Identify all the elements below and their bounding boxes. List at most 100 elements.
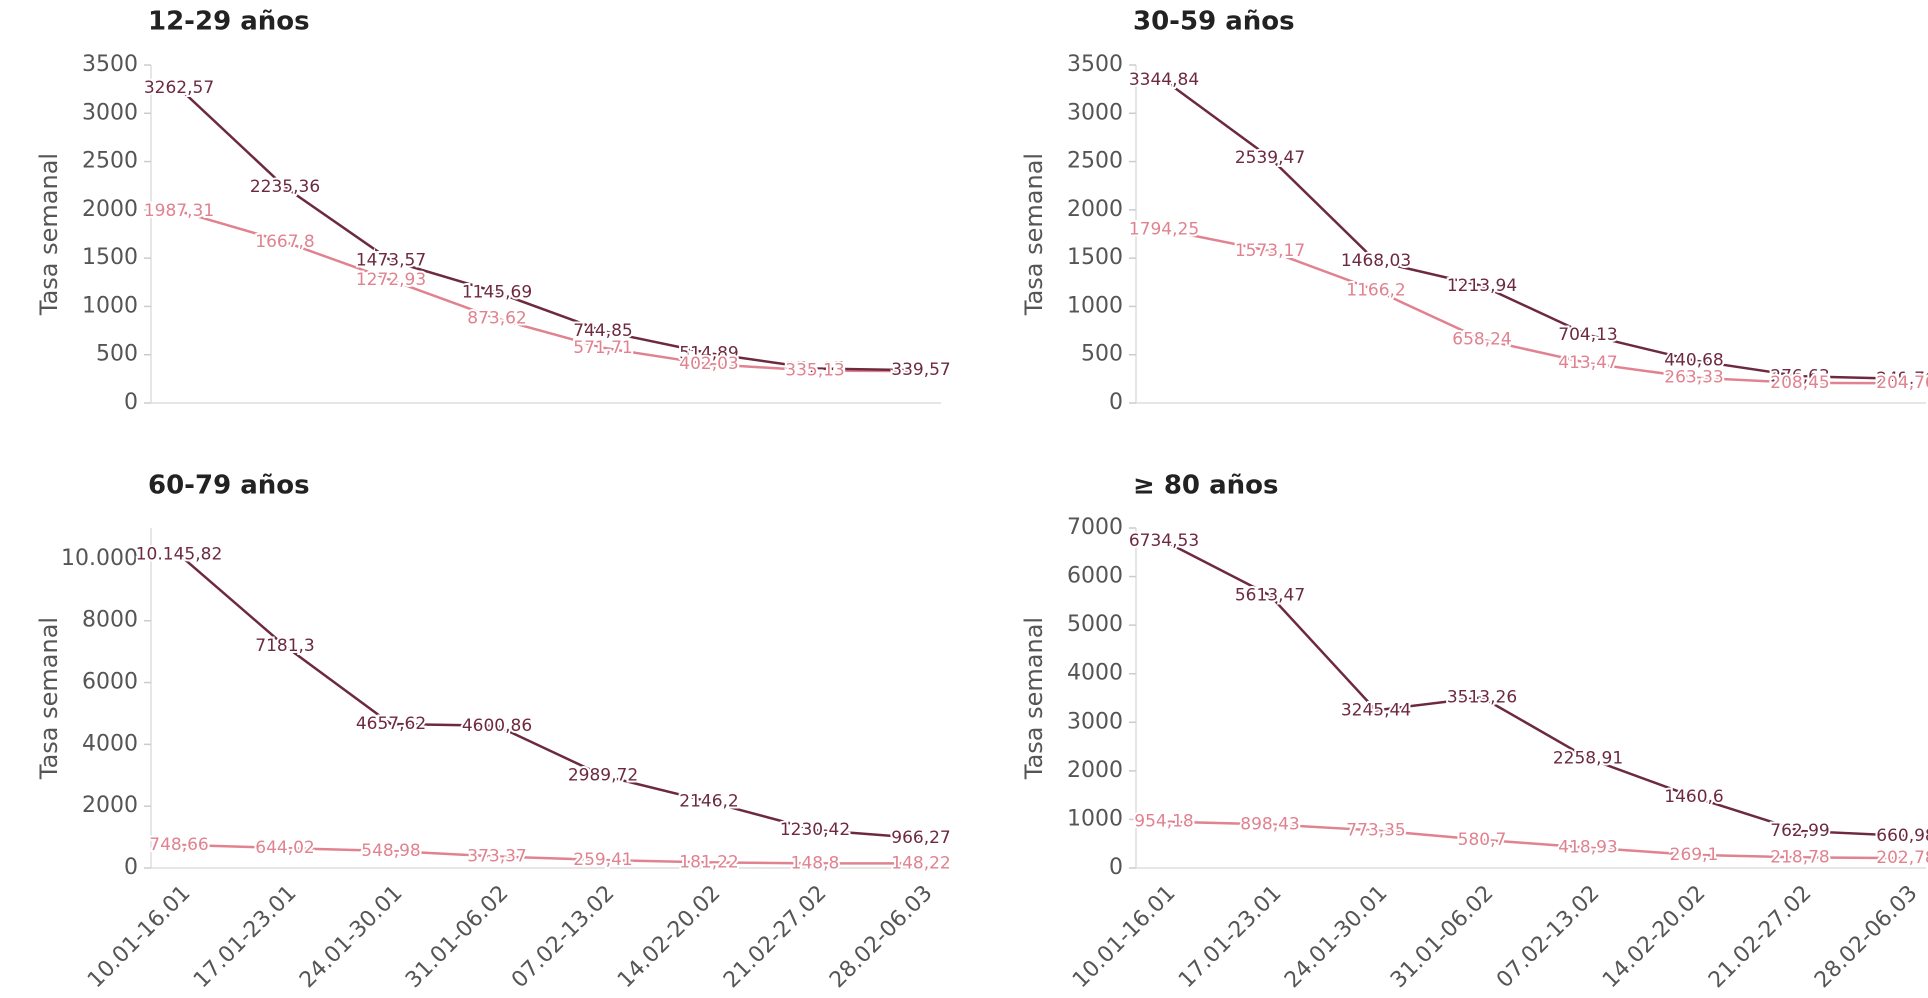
value-label: 1468,03 — [1341, 251, 1411, 271]
y-axis-title: Tasa semanal — [35, 153, 63, 316]
value-label: 1166,2 — [1346, 280, 1405, 300]
y-tick-label: 2500 — [82, 149, 138, 174]
y-tick-label: 4000 — [1067, 661, 1123, 686]
x-tick-label: 17.01-23.01 — [1174, 881, 1286, 993]
series-line — [178, 843, 922, 865]
x-tick-label: 14.02-20.02 — [1598, 881, 1710, 993]
y-tick-label: 0 — [124, 855, 138, 880]
value-label: 249,76 — [1876, 369, 1928, 389]
y-tick-label: 0 — [124, 390, 138, 415]
y-axis-title: Tasa semanal — [35, 617, 63, 780]
value-label: 580,7 — [1458, 830, 1507, 850]
value-label: 7181,3 — [255, 636, 314, 656]
x-tick-label: 10.01-16.01 — [83, 881, 195, 993]
y-tick-label: 2000 — [82, 197, 138, 222]
value-label: 748,66 — [149, 835, 208, 855]
value-label: 1573,17 — [1235, 241, 1305, 261]
series-line — [178, 87, 922, 372]
value-label: 6734,53 — [1129, 531, 1199, 551]
value-label: 1987,31 — [144, 201, 214, 221]
y-tick-label: 1000 — [1067, 806, 1123, 831]
y-tick-label: 10.000 — [61, 546, 138, 571]
series-line — [1163, 820, 1907, 860]
value-label: 744,85 — [573, 321, 632, 341]
value-label: 873,62 — [467, 309, 526, 329]
value-label: 3513,26 — [1447, 687, 1517, 707]
y-tick-label: 500 — [96, 342, 138, 367]
value-label: 1460,6 — [1664, 787, 1723, 807]
value-label: 10.145,82 — [136, 544, 223, 564]
value-label: 339,57 — [891, 360, 950, 380]
value-label: 514,89 — [679, 343, 738, 363]
y-tick-label: 0 — [1109, 390, 1123, 415]
y-tick-label: 4000 — [82, 731, 138, 756]
value-label: 660,98 — [1876, 826, 1928, 846]
value-label: 3262,57 — [144, 78, 214, 98]
value-label: 276,63 — [1770, 366, 1829, 386]
x-tick-label: 14.02-20.02 — [613, 881, 725, 993]
value-label: 1473,57 — [356, 251, 426, 271]
series-line — [1163, 539, 1907, 838]
value-label: 548,98 — [361, 841, 420, 861]
value-label: 644,02 — [255, 838, 314, 858]
series-line — [1163, 78, 1907, 381]
value-label: 4657,62 — [356, 714, 426, 734]
y-tick-label: 6000 — [82, 670, 138, 695]
value-label: 966,27 — [891, 828, 950, 848]
x-tick-label: 21.02-27.02 — [1704, 881, 1816, 993]
x-tick-label: 28.02-06.03 — [825, 881, 937, 993]
value-label: 1667,8 — [255, 232, 314, 252]
value-label: 773,35 — [1346, 820, 1405, 840]
value-label: 218,78 — [1770, 847, 1829, 867]
x-tick-label: 24.01-30.01 — [1280, 881, 1392, 993]
value-label: 1272,93 — [356, 270, 426, 290]
value-label: 202,78 — [1876, 848, 1928, 868]
y-tick-label: 7000 — [1067, 515, 1123, 540]
value-label: 373,37 — [467, 846, 526, 866]
y-tick-label: 1000 — [1067, 293, 1123, 318]
y-tick-label: 3500 — [1067, 52, 1123, 77]
y-tick-label: 6000 — [1067, 564, 1123, 589]
y-tick-label: 500 — [1081, 342, 1123, 367]
value-label: 1794,25 — [1129, 220, 1199, 240]
x-tick-label: 21.02-27.02 — [719, 881, 831, 993]
y-tick-label: 8000 — [82, 608, 138, 633]
y-tick-label: 2500 — [1067, 149, 1123, 174]
series-line — [178, 553, 922, 840]
value-label: 440,68 — [1664, 350, 1723, 370]
y-tick-label: 3000 — [82, 100, 138, 125]
value-label: 1213,94 — [1447, 276, 1517, 296]
y-tick-label: 5000 — [1067, 612, 1123, 637]
value-label: 413,47 — [1558, 353, 1617, 373]
value-label: 402,03 — [679, 354, 738, 374]
y-tick-label: 1500 — [1067, 245, 1123, 270]
y-tick-label: 1000 — [82, 293, 138, 318]
y-axis-title: Tasa semanal — [1020, 153, 1048, 316]
y-tick-label: 3000 — [1067, 100, 1123, 125]
chart-title: ≥ 80 años — [1133, 471, 1278, 501]
x-tick-label: 07.02-13.02 — [507, 881, 619, 993]
value-label: 418,93 — [1558, 838, 1617, 858]
x-tick-label: 07.02-13.02 — [1492, 881, 1604, 993]
value-label: 181,22 — [679, 852, 738, 872]
y-tick-label: 3000 — [1067, 709, 1123, 734]
value-label: 4600,86 — [462, 716, 532, 736]
series-line — [178, 209, 922, 373]
value-label: 704,13 — [1558, 325, 1617, 345]
y-tick-label: 2000 — [1067, 758, 1123, 783]
y-tick-label: 2000 — [82, 793, 138, 818]
value-label: 3344,84 — [1129, 70, 1199, 90]
value-label: 954,18 — [1134, 812, 1193, 832]
value-label: 204,76 — [1876, 373, 1928, 393]
value-label: 2258,91 — [1553, 748, 1623, 768]
chart-title: 60-79 años — [148, 471, 310, 501]
chart-title: 30-59 años — [1133, 7, 1295, 37]
y-tick-label: 3500 — [82, 52, 138, 77]
value-label: 898,43 — [1240, 814, 1299, 834]
chart-title: 12-29 años — [148, 7, 310, 37]
value-label: 148,8 — [791, 853, 840, 873]
value-label: 1230,42 — [780, 820, 850, 840]
value-label: 658,24 — [1452, 329, 1511, 349]
